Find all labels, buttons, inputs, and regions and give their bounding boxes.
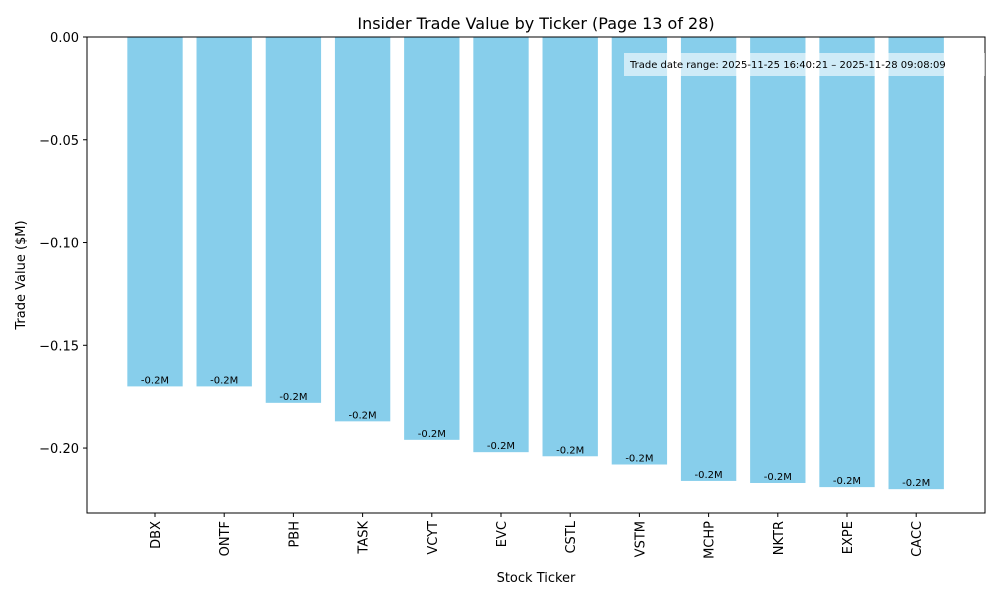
plot-frame [86, 36, 986, 514]
chart-title: Insider Trade Value by Ticker (Page 13 o… [357, 14, 714, 33]
x-axis-label: Stock Ticker [497, 571, 576, 586]
bar [542, 37, 598, 457]
bar [196, 37, 252, 387]
y-tick-label: −0.15 [39, 339, 79, 354]
y-tick-label: −0.05 [39, 134, 79, 149]
data-label: -0.2M [833, 476, 861, 487]
x-tick-label: MCHP [703, 521, 718, 559]
x-tick-label: ONTF [218, 521, 233, 556]
data-label: -0.2M [279, 392, 307, 403]
x-tick-label: PBH [287, 521, 302, 548]
data-label: -0.2M [556, 445, 584, 456]
bar [127, 37, 183, 387]
bar [265, 37, 322, 403]
bar [819, 37, 875, 488]
data-label: -0.2M [210, 375, 238, 386]
data-label: -0.2M [487, 441, 515, 452]
data-label: -0.2M [141, 375, 169, 386]
bar [473, 37, 529, 453]
bar [888, 37, 944, 490]
y-axis-label: Trade Value ($M) [14, 220, 29, 330]
y-tick-label: −0.10 [39, 237, 79, 252]
annotation: Trade date range: 2025-11-25 16:40:21 – … [629, 60, 946, 71]
x-tick-label: CACC [910, 521, 925, 557]
bar [680, 37, 737, 481]
x-tick-label: VSTM [633, 521, 648, 557]
x-tick-label: EXPE [841, 521, 856, 554]
data-label: -0.2M [764, 472, 792, 483]
data-label: -0.2M [349, 410, 377, 421]
data-label: -0.2M [625, 453, 653, 464]
x-tick-label: EVC [495, 521, 510, 547]
data-label: -0.2M [418, 429, 446, 440]
bar [404, 37, 460, 440]
x-tick-label: VCYT [426, 521, 441, 555]
x-tick-label: CSTL [564, 520, 579, 553]
bar [750, 37, 806, 483]
bar [611, 37, 668, 465]
y-tick-label: −0.20 [39, 442, 79, 457]
x-tick-label: DBX [149, 521, 164, 549]
x-tick-label: NKTR [772, 521, 787, 555]
y-tick-label: 0.00 [50, 31, 79, 46]
bar [334, 37, 391, 422]
data-label: -0.2M [695, 470, 723, 481]
x-tick-label: TASK [357, 521, 372, 555]
annotation-box [624, 53, 985, 76]
data-label: -0.2M [902, 478, 930, 489]
